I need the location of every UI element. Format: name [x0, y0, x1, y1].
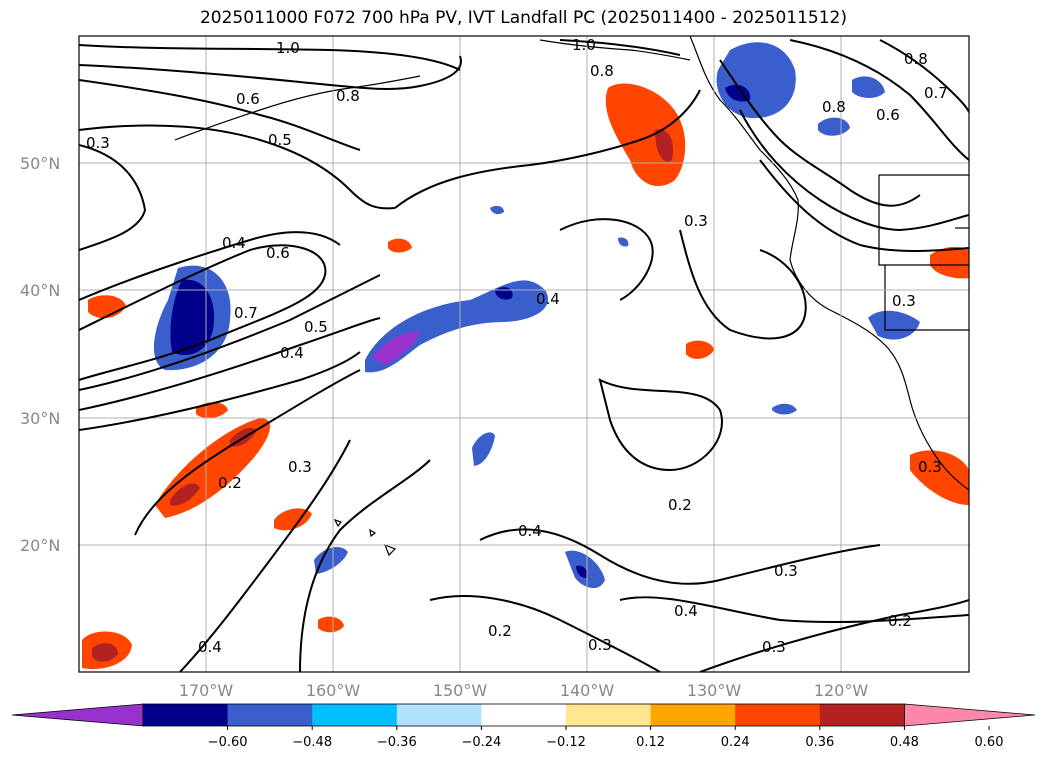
negative-anomaly-core — [372, 331, 420, 365]
positive-anomaly-core — [655, 129, 674, 162]
contour-label: 1.0 — [572, 36, 596, 54]
positive-anomaly-region — [318, 616, 344, 633]
colorbar-cell — [481, 704, 567, 726]
contour-label: 0.5 — [268, 131, 292, 149]
lon-label: 130°W — [687, 681, 742, 700]
negative-anomaly-region — [772, 403, 797, 415]
lon-label: 160°W — [306, 681, 361, 700]
lat-label: 30°N — [20, 409, 60, 428]
colorbar-cell — [819, 704, 905, 726]
contour-label: 0.6 — [876, 106, 900, 124]
colorbar-cell — [735, 704, 821, 726]
lat-label: 20°N — [20, 536, 60, 555]
positive-anomaly-region — [930, 246, 969, 279]
positive-anomaly-region — [388, 238, 412, 253]
contour-label: 0.3 — [892, 292, 916, 310]
colorbar: −0.60 −0.48 −0.36 −0.24 −0.12 0.12 0.24 0.36 0.4… — [11, 703, 1036, 750]
contour-label: 0.2 — [888, 612, 912, 630]
negative-anomaly-region — [818, 117, 850, 136]
negative-anomaly-region — [472, 432, 495, 466]
contour-label: 0.3 — [762, 638, 786, 656]
contour-label: 0.4 — [518, 522, 542, 540]
lon-label: 140°W — [560, 681, 615, 700]
contour-label: 0.6 — [236, 90, 260, 108]
contour-label: 0.8 — [590, 62, 614, 80]
negative-anomaly-core — [170, 279, 215, 356]
contour-label: 1.0 — [276, 39, 300, 57]
negative-anomaly-region — [868, 310, 920, 340]
latitude-labels: 50°N 40°N 30°N 20°N — [20, 154, 60, 555]
colorbar-tick-label: −0.48 — [292, 735, 332, 750]
contour-label: 0.4 — [198, 638, 222, 656]
map-title: 2025011000 F072 700 hPa PV, IVT Landfall… — [199, 8, 847, 28]
lat-label: 50°N — [20, 154, 60, 173]
colorbar-extend-max — [904, 703, 1036, 727]
colorbar-cell — [396, 704, 482, 726]
positive-anomaly-core — [170, 483, 200, 506]
negative-anomaly-region — [314, 546, 348, 574]
colorbar-tick-label: −0.36 — [377, 735, 417, 750]
contour-label: 0.3 — [918, 458, 942, 476]
positive-anomaly-region — [274, 508, 312, 531]
negative-anomaly-core — [725, 84, 751, 102]
negative-anomaly-region — [490, 205, 504, 215]
contour-label: 0.3 — [684, 212, 708, 230]
contour-label: 0.4 — [674, 602, 698, 620]
contour-label: 0.7 — [924, 84, 948, 102]
contour-label: 0.3 — [588, 636, 612, 654]
contour-label: 0.3 — [288, 458, 312, 476]
colorbar-tick-label: 0.48 — [890, 735, 919, 750]
contour-label: 0.8 — [904, 50, 928, 68]
contour-label: 0.4 — [536, 290, 560, 308]
lat-label: 40°N — [20, 281, 60, 300]
lon-label: 120°W — [814, 681, 869, 700]
colorbar-tick-label: −0.12 — [546, 735, 586, 750]
colorbar-extend-min — [11, 703, 144, 727]
colorbar-tick-label: −0.60 — [208, 735, 248, 750]
map-frame — [78, 35, 970, 673]
colorbar-cell — [227, 704, 313, 726]
contour-label: 0.5 — [304, 318, 328, 336]
colorbar-cell — [650, 704, 736, 726]
negative-anomaly-core — [576, 565, 588, 578]
lon-label: 170°W — [179, 681, 234, 700]
contour-label: 0.8 — [336, 87, 360, 105]
contour-label: 0.7 — [234, 304, 258, 322]
colorbar-outline — [142, 703, 905, 727]
pv-contours — [79, 39, 969, 672]
gridlines — [79, 36, 969, 672]
positive-anomaly-region — [686, 340, 714, 359]
colorbar-tick-label: 0.36 — [805, 735, 834, 750]
contour-label: 0.6 — [266, 244, 290, 262]
colorbar-cell — [312, 704, 398, 726]
colorbar-cell — [566, 704, 652, 726]
negative-anomaly-region — [716, 42, 796, 119]
positive-anomaly-region — [910, 450, 969, 505]
contour-label: 0.2 — [488, 622, 512, 640]
contour-label: 0.4 — [222, 234, 246, 252]
map-panel: 1.0 0.8 1.0 0.8 0.6 0.5 0.3 0.8 0.7 0.6 … — [79, 36, 969, 672]
contour-label: 0.4 — [280, 344, 304, 362]
longitude-labels: 170°W 160°W 150°W 140°W 130°W 120°W — [179, 681, 869, 700]
contour-label: 0.3 — [774, 562, 798, 580]
contour-label-group: 1.0 0.8 1.0 0.8 0.6 0.5 0.3 0.8 0.7 0.6 … — [86, 36, 948, 656]
colorbar-tick-label: 0.12 — [636, 735, 665, 750]
colorbar-cell — [143, 704, 229, 726]
negative-anomaly-region — [365, 280, 549, 373]
colorbar-tick-label: 0.60 — [975, 735, 1004, 750]
contour-label: 0.2 — [218, 474, 242, 492]
colorbar-tick-label: 0.24 — [721, 735, 750, 750]
contour-label: 0.8 — [822, 98, 846, 116]
shaded-regions — [82, 42, 969, 670]
positive-anomaly-core — [92, 643, 118, 662]
lon-label: 150°W — [433, 681, 488, 700]
negative-anomaly-region — [852, 76, 885, 98]
contour-label: 0.2 — [668, 496, 692, 514]
contour-label: 0.3 — [86, 134, 110, 152]
colorbar-tick-label: −0.24 — [461, 735, 501, 750]
negative-anomaly-region — [618, 237, 629, 247]
